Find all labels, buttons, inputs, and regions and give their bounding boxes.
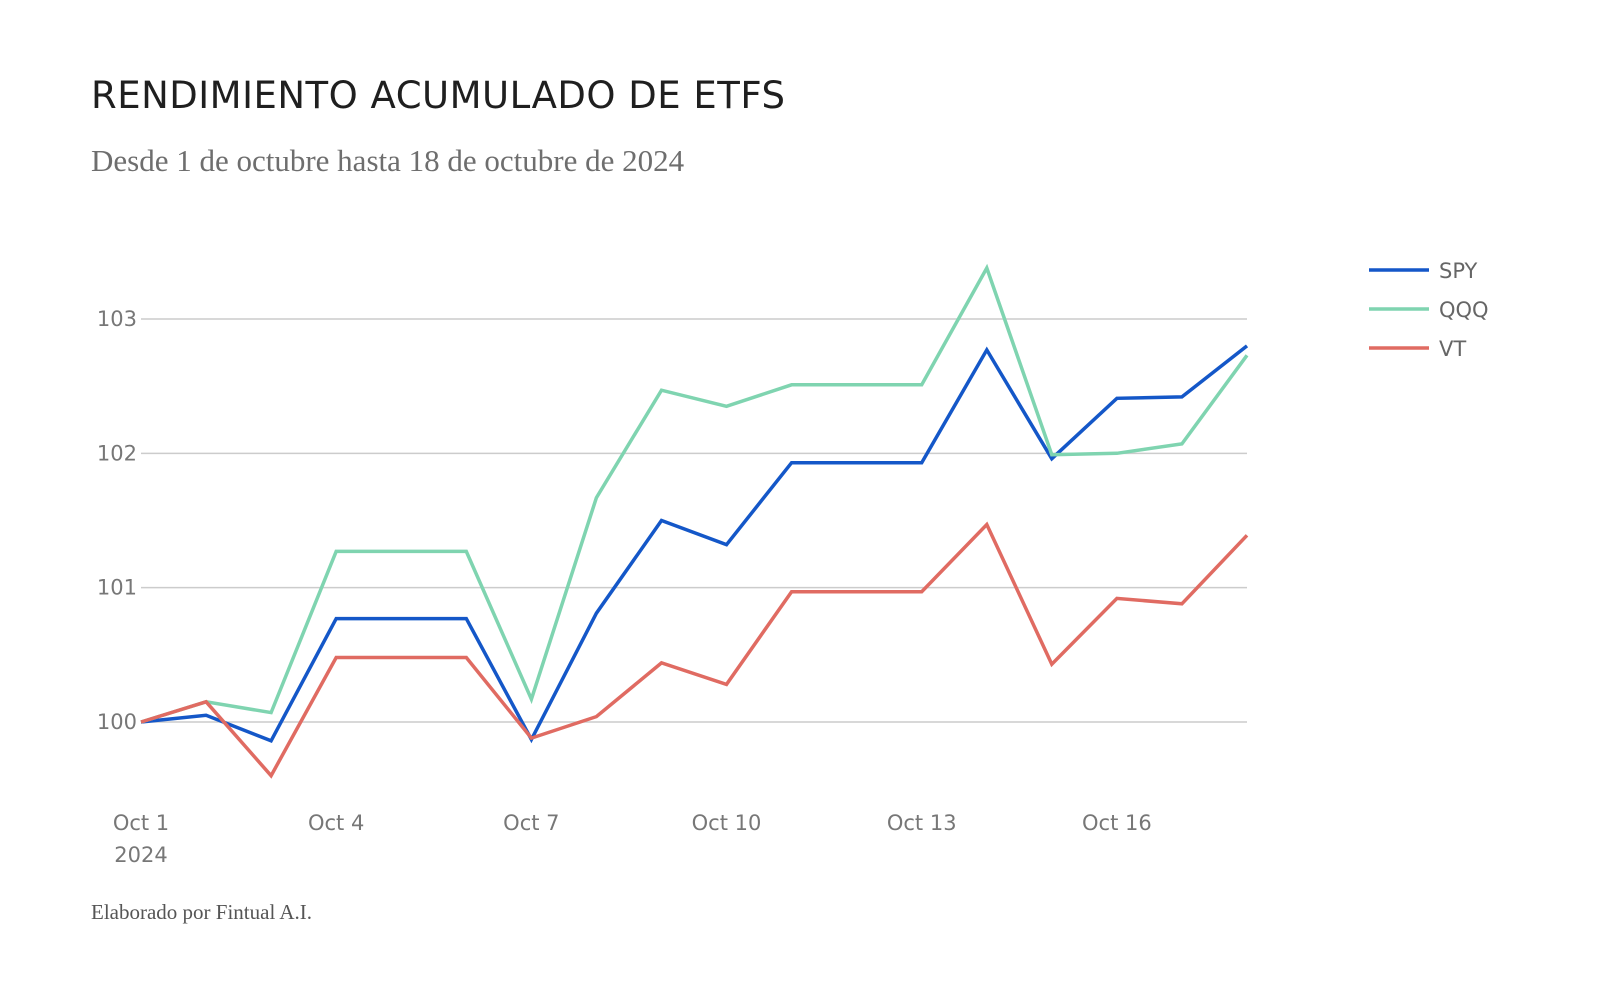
series-lines	[140, 263, 1249, 779]
x-axis-ticks: Oct 1 2024 Oct 4 Oct 7 Oct 10 Oct 13 Oct 16	[113, 811, 1152, 867]
y-tick-label: 101	[97, 576, 137, 600]
legend-label-spy: SPY	[1439, 259, 1478, 283]
x-tick-label: Oct 4	[308, 811, 364, 835]
chart-title: RENDIMIENTO ACUMULADO DE ETFS	[91, 74, 786, 117]
x-tick-label: Oct 1	[113, 811, 169, 835]
x-tick-label: Oct 13	[887, 811, 957, 835]
chart-subtitle: Desde 1 de octubre hasta 18 de octubre d…	[91, 143, 685, 178]
x-tick-sublabel: 2024	[114, 843, 167, 867]
y-tick-label: 103	[97, 307, 137, 331]
legend-label-vt: VT	[1439, 337, 1466, 361]
legend-label-qqq: QQQ	[1439, 298, 1489, 322]
x-tick-label: Oct 10	[692, 811, 762, 835]
x-tick-label: Oct 16	[1082, 811, 1152, 835]
series-line-qqq	[140, 263, 1249, 724]
legend: SPY QQQ VT	[1369, 259, 1489, 361]
y-tick-label: 102	[97, 441, 137, 465]
x-tick-label: Oct 7	[503, 811, 559, 835]
series-line-vt	[140, 521, 1249, 779]
series-line-spy	[140, 344, 1249, 744]
y-axis-ticks: 100 101 102 103	[97, 307, 137, 734]
y-tick-label: 100	[97, 710, 137, 734]
gridlines	[141, 318, 1247, 723]
chart-footer: Elaborado por Fintual A.I.	[91, 900, 313, 924]
